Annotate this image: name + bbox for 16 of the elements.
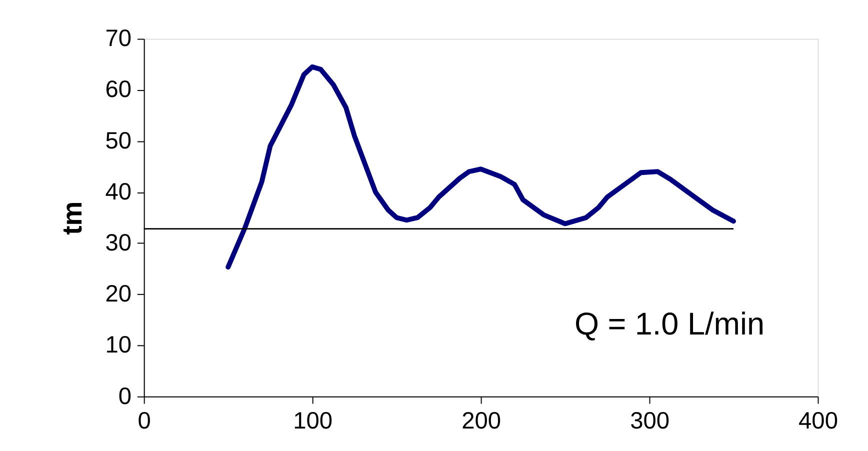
y-tick-label: 70 — [105, 26, 132, 52]
annotation: Q = 1.0 L/min — [574, 306, 765, 342]
x-tick-label: 300 — [630, 408, 670, 434]
y-tick-label: 60 — [105, 77, 132, 104]
y-tick-label: 20 — [105, 282, 132, 308]
y-tick-label: 40 — [105, 179, 132, 206]
x-tick-label: 100 — [293, 408, 333, 434]
x-tick-label: 0 — [138, 408, 151, 434]
x-tick-label: 200 — [462, 408, 502, 434]
x-tick-label: 400 — [798, 408, 838, 434]
line-series — [226, 64, 736, 270]
y-axis-title: tm — [56, 201, 88, 235]
y-tick-label: 10 — [105, 332, 132, 359]
y-tick-label: 50 — [105, 128, 132, 154]
y-tick-label: 0 — [118, 384, 132, 410]
y-tick-label: 30 — [105, 230, 132, 257]
